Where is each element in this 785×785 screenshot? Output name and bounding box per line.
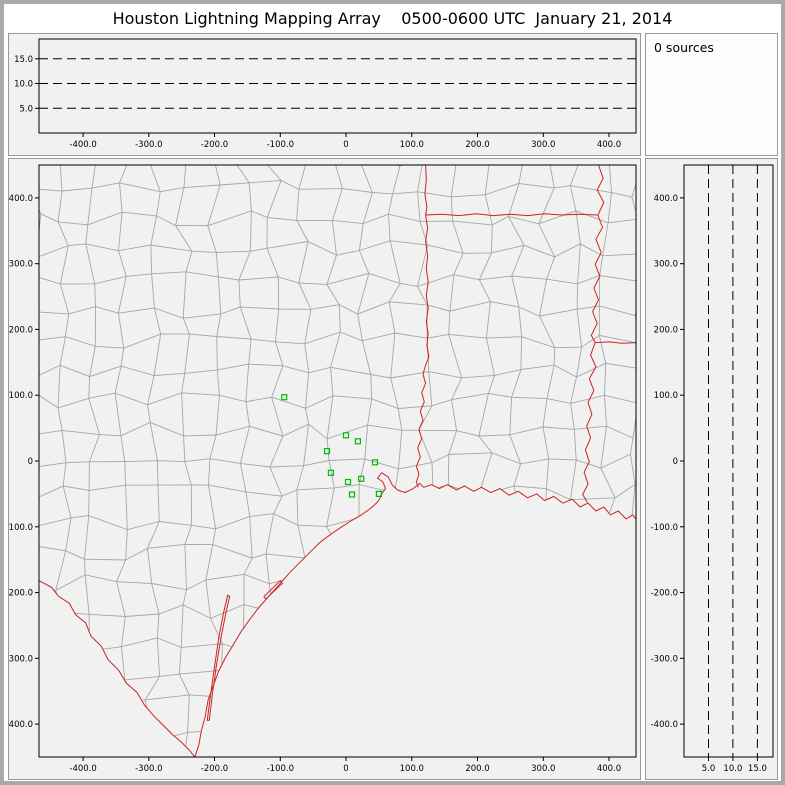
- station-marker: [344, 478, 352, 486]
- map-panel: -400.0 -300.0 -200.0 -100.0 0 100.0 200.0 300.0…: [8, 158, 641, 780]
- y-tick-label: -200.0: [9, 589, 33, 599]
- y-tick-label: -200.0: [651, 589, 678, 599]
- plan-view-map-plot[interactable]: -400.0 -300.0 -200.0 -100.0 0 100.0 200.0 300.0…: [9, 159, 640, 779]
- station-marker: [342, 432, 350, 439]
- title-text: Houston Lightning Mapping Array 0500-060…: [112, 9, 673, 28]
- y-tick-label: -400.0: [651, 720, 678, 730]
- plot-border: [38, 38, 637, 134]
- coastal-features: [38, 472, 637, 758]
- x-tick-label: -400.0: [69, 140, 96, 150]
- axis-ticks: [35, 197, 610, 761]
- y-tick-label: 200.0: [9, 325, 33, 335]
- plot-area[interactable]: [684, 165, 773, 757]
- gulf-coastline: [194, 472, 637, 758]
- y-tick-label: -100.0: [9, 523, 33, 533]
- state-border-line: [425, 213, 598, 217]
- x-tick-label: -100.0: [267, 140, 294, 150]
- station-marker: [354, 438, 361, 445]
- state-border-line: [582, 164, 605, 503]
- window-title: Houston Lightning Mapping Array 0500-060…: [4, 4, 781, 33]
- x-tick-label: 100.0: [400, 764, 424, 774]
- axis-tick-labels: 5.0 10.0 15.0 400.0 300.0 200.0 100.0 0 -100.0 -2…: [651, 194, 767, 774]
- x-tick-label: 400.0: [597, 764, 621, 774]
- x-tick-label: 400.0: [597, 140, 621, 150]
- y-tick-label: 10.0: [14, 80, 33, 90]
- x-tick-label: 200.0: [465, 764, 489, 774]
- y-tick-label: 100.0: [654, 391, 678, 401]
- rio-grande-border: [38, 580, 196, 758]
- y-tick-label: -400.0: [9, 720, 33, 730]
- x-tick-label: 0: [343, 140, 348, 150]
- altitude-ew-panel: -400.0 -300.0 -200.0 -100.0 0 100.0 200.0 300.0…: [8, 33, 641, 156]
- altitude-ew-plot[interactable]: -400.0 -300.0 -200.0 -100.0 0 100.0 200.0 300.0…: [9, 34, 640, 155]
- station-marker: [375, 490, 382, 497]
- x-tick-label: -400.0: [69, 764, 96, 774]
- barrier-island: [263, 579, 283, 600]
- y-tick-label: 400.0: [654, 194, 678, 204]
- y-tick-label: 5.0: [19, 104, 33, 114]
- x-tick-label: 15.0: [748, 764, 767, 774]
- x-tick-label: 300.0: [531, 764, 555, 774]
- y-tick-label: 0: [673, 457, 678, 467]
- altitude-ns-plot[interactable]: 5.0 10.0 15.0 400.0 300.0 200.0 100.0 0 -100.0 -2…: [646, 159, 777, 779]
- axis-ticks: [35, 58, 610, 137]
- x-tick-label: 300.0: [531, 140, 555, 150]
- station-marker: [358, 475, 365, 482]
- y-tick-label: 15.0: [14, 55, 33, 65]
- altitude-reference-gridlines: [39, 58, 636, 109]
- y-tick-label: 400.0: [9, 194, 33, 204]
- axis-tick-labels: -400.0 -300.0 -200.0 -100.0 0 100.0 200.0 300.0…: [14, 55, 621, 150]
- barrier-island: [206, 594, 231, 721]
- state-border-line: [595, 341, 637, 344]
- axis-ticks: [680, 197, 758, 761]
- sources-count: 0 sources: [654, 40, 714, 55]
- x-tick-label: -200.0: [201, 140, 228, 150]
- y-tick-label: 300.0: [654, 260, 678, 270]
- axis-tick-labels: -400.0 -300.0 -200.0 -100.0 0 100.0 200.0 300.0…: [9, 194, 621, 774]
- station-marker: [348, 491, 356, 498]
- x-tick-label: -300.0: [135, 140, 162, 150]
- station-marker: [323, 448, 331, 455]
- y-tick-label: -300.0: [651, 654, 678, 664]
- x-tick-label: 5.0: [702, 764, 716, 774]
- y-tick-label: 100.0: [9, 391, 33, 401]
- station-marker: [281, 394, 288, 401]
- y-tick-label: -300.0: [9, 654, 33, 664]
- station-marker: [327, 469, 334, 476]
- plot-area[interactable]: [39, 39, 636, 133]
- state-borders: [415, 164, 637, 503]
- altitude-ns-panel: 5.0 10.0 15.0 400.0 300.0 200.0 100.0 0 -100.0 -2…: [645, 158, 778, 780]
- x-tick-label: -100.0: [267, 764, 294, 774]
- lma-stations: [281, 394, 382, 498]
- altitude-reference-gridlines: [708, 165, 758, 757]
- station-marker: [371, 459, 379, 466]
- state-border-line: [415, 164, 430, 488]
- x-tick-label: 200.0: [465, 140, 489, 150]
- x-tick-label: 0: [343, 764, 348, 774]
- x-tick-label: -300.0: [135, 764, 162, 774]
- y-tick-label: 0: [28, 457, 33, 467]
- x-tick-label: -200.0: [201, 764, 228, 774]
- sources-panel: 0 sources: [645, 33, 778, 156]
- y-tick-label: 200.0: [654, 325, 678, 335]
- x-tick-label: 100.0: [400, 140, 424, 150]
- y-tick-label: -100.0: [651, 523, 678, 533]
- y-tick-label: 300.0: [9, 260, 33, 270]
- x-tick-label: 10.0: [723, 764, 742, 774]
